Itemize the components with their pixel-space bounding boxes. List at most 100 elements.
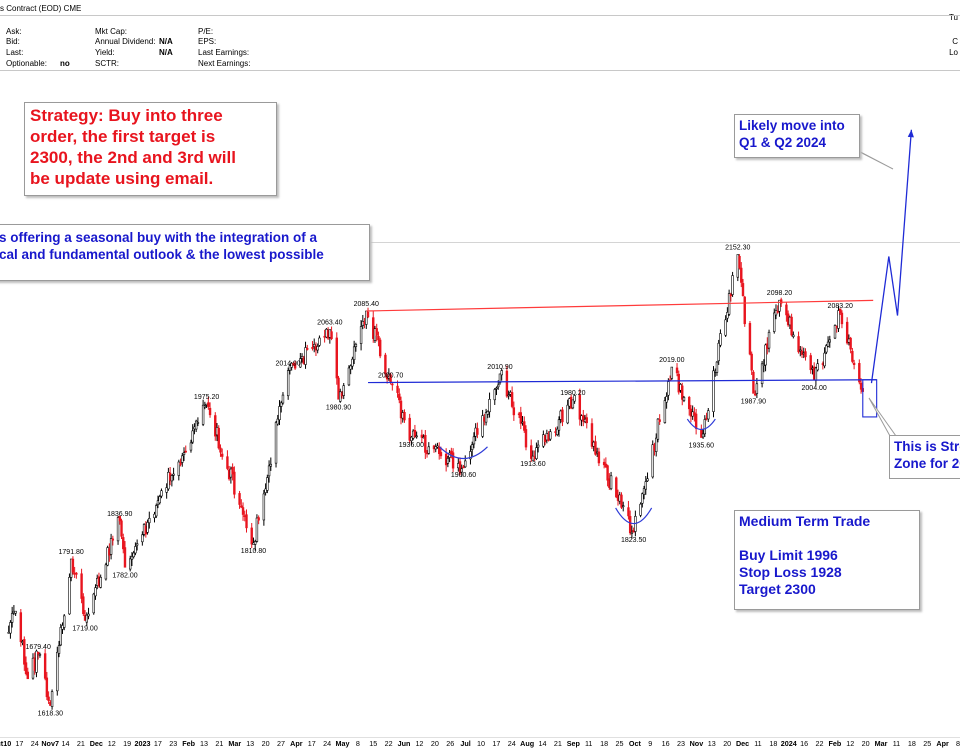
price-label: 2000.70: [378, 373, 403, 380]
candle: [677, 370, 680, 395]
candle-body: [476, 428, 479, 435]
price-label: 2063.40: [317, 320, 342, 327]
x-tick-label: Apr: [936, 739, 949, 748]
candle: [10, 606, 14, 628]
candle: [816, 359, 819, 372]
candle-body: [177, 461, 181, 476]
chart-annotations: 1618.30 1679.40 1791.80 1719.00 1836.90 1782.…: [26, 145, 897, 718]
x-tick-label: 20: [431, 739, 439, 748]
candle: [785, 302, 788, 322]
candle-body: [35, 650, 38, 673]
candle: [179, 458, 182, 467]
candle: [826, 336, 830, 348]
candle-body: [342, 385, 345, 396]
candle-body: [335, 337, 338, 379]
candle: [646, 472, 649, 482]
candle: [396, 380, 399, 398]
price-label: 1980.90: [326, 404, 351, 411]
candle: [858, 359, 861, 385]
x-tick-label: 16: [662, 739, 670, 748]
candle-body: [398, 393, 401, 401]
candle: [752, 370, 755, 394]
x-tick-label: 17: [308, 739, 316, 748]
price-label: 1980.20: [560, 390, 585, 397]
candle: [238, 490, 241, 509]
candle-body: [375, 328, 378, 336]
candle: [470, 441, 474, 457]
candle-body: [825, 345, 828, 353]
candle: [408, 413, 411, 444]
candle: [578, 388, 582, 426]
candle-body: [165, 487, 168, 493]
candle-body: [773, 312, 776, 332]
candle: [99, 574, 102, 589]
candle-body: [799, 349, 802, 352]
x-tick-label: 15: [369, 739, 377, 748]
candle: [349, 364, 352, 375]
candle-body: [245, 514, 248, 529]
candle-body: [201, 404, 205, 425]
candle: [778, 299, 781, 317]
seasonal-note: s offering a seasonal buy with the integ…: [0, 224, 370, 281]
candle-body: [438, 446, 441, 454]
x-axis: ct101724Nov71421Dec121920231723Feb1321Ma…: [0, 737, 960, 748]
last-label: Last:: [6, 48, 24, 57]
candle: [597, 447, 601, 467]
candle: [413, 424, 417, 438]
candle-body: [779, 299, 783, 304]
candlestick-series: [7, 254, 864, 710]
candle-body: [750, 353, 753, 371]
candle: [318, 335, 321, 347]
x-tick-label: 21: [554, 739, 562, 748]
candle: [840, 310, 844, 329]
candle-body: [410, 436, 413, 442]
candle: [354, 342, 358, 352]
price-label: 1810.80: [241, 548, 266, 555]
candle: [68, 573, 71, 615]
candle-body: [852, 362, 856, 366]
candle-body: [278, 406, 281, 421]
header-right-row-2: Lo: [949, 48, 958, 57]
contract-title: s Contract (EOD) CME: [0, 4, 82, 13]
trend-lines: [366, 129, 914, 418]
candle-body: [50, 691, 54, 707]
candle: [717, 339, 720, 365]
candle-body: [486, 411, 490, 415]
header-right-row-1: C: [952, 37, 958, 46]
candle-body: [464, 460, 467, 468]
candle-body: [293, 363, 297, 369]
candle: [773, 308, 776, 334]
candle-body: [615, 477, 618, 498]
candle: [764, 343, 767, 372]
candle: [240, 499, 243, 509]
candle: [703, 415, 707, 438]
candle-body: [337, 377, 340, 400]
candle: [231, 463, 234, 481]
candle: [80, 568, 83, 604]
candle-body: [804, 351, 807, 358]
candle-body: [484, 412, 488, 423]
x-tick-label: 9: [648, 739, 652, 748]
candle: [687, 395, 691, 416]
candle: [306, 344, 309, 351]
candle-body: [384, 354, 387, 375]
candle: [366, 307, 370, 319]
candle-body: [833, 325, 837, 339]
resistance-line: [366, 299, 874, 312]
candle-body: [682, 397, 686, 401]
price-label: 1782.00: [112, 572, 137, 579]
candle: [639, 502, 642, 518]
candle-body: [785, 304, 788, 316]
candle: [288, 364, 292, 375]
strategy-line-2: order, the first target is: [30, 127, 216, 146]
candle: [823, 347, 826, 369]
x-tick-label: 13: [200, 739, 208, 748]
candle-body: [132, 552, 135, 558]
candle-body: [667, 381, 670, 396]
candle: [384, 352, 387, 378]
candle-body: [217, 427, 220, 449]
x-tick-label: 11: [893, 739, 900, 748]
strong-zone-note: This is Stro Zone for 20: [889, 435, 960, 479]
candle-body: [184, 450, 187, 453]
next-earnings-label: Next Earnings:: [198, 59, 251, 68]
